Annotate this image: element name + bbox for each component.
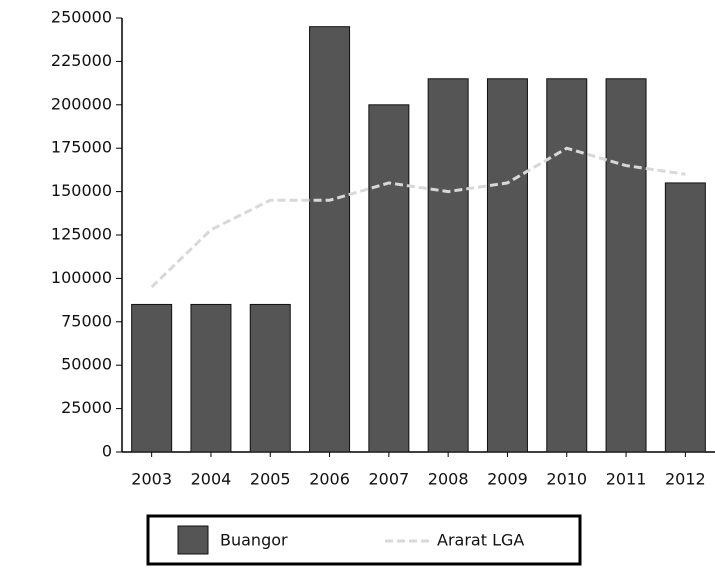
y-tick-label: 125000	[51, 225, 112, 244]
y-tick-label: 225000	[51, 51, 112, 70]
x-tick-label: 2012	[665, 470, 706, 489]
x-tick-label: 2003	[131, 470, 172, 489]
x-tick-label: 2005	[250, 470, 291, 489]
legend-swatch	[177, 525, 209, 555]
bar	[249, 303, 291, 453]
bar	[486, 78, 528, 453]
y-tick-label: 175000	[51, 138, 112, 157]
y-tick-label: 100000	[51, 268, 112, 287]
bar	[664, 182, 706, 453]
x-tick-label: 2009	[487, 470, 528, 489]
bar	[427, 78, 469, 453]
bar	[605, 78, 647, 453]
x-tick-label: 2004	[191, 470, 232, 489]
y-tick-label: 150000	[51, 181, 112, 200]
y-tick-label: 0	[102, 442, 112, 461]
legend-label: Ararat LGA	[437, 531, 524, 550]
y-tick-label: 75000	[61, 311, 112, 330]
x-tick-label: 2007	[368, 470, 409, 489]
x-tick-label: 2006	[309, 470, 350, 489]
y-tick-label: 200000	[51, 94, 112, 113]
y-tick-label: 50000	[61, 355, 112, 374]
x-tick-label: 2010	[546, 470, 587, 489]
bar	[190, 303, 232, 453]
legend-box	[146, 514, 582, 566]
x-tick-label: 2008	[428, 470, 469, 489]
legend-label: Buangor	[220, 531, 288, 550]
bar	[546, 78, 588, 453]
y-tick-label: 250000	[51, 8, 112, 27]
y-tick-label: 25000	[61, 398, 112, 417]
x-tick-label: 2011	[606, 470, 647, 489]
bar	[131, 303, 173, 453]
bar	[309, 26, 351, 453]
bar	[368, 104, 410, 453]
line	[150, 146, 686, 289]
